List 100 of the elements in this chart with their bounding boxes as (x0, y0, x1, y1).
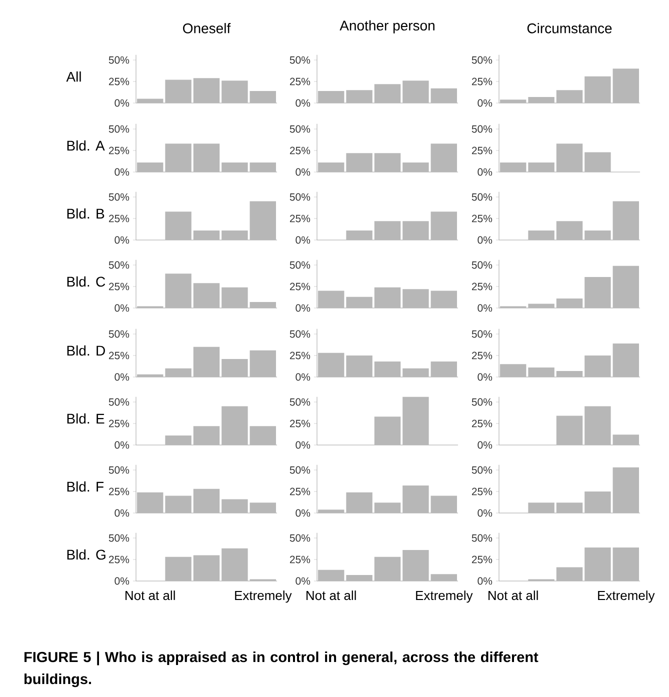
bar (318, 570, 344, 582)
y-tick-label: 25% (472, 556, 492, 564)
bar (584, 76, 611, 104)
y-axis-title: All (66, 71, 81, 82)
y-tick-label: 0% (114, 373, 130, 381)
y-tick-label: 50% (108, 534, 130, 542)
y-tick-label: 0% (114, 509, 130, 517)
bar (250, 426, 276, 446)
y-tick-label: 50% (472, 56, 492, 64)
bar (528, 368, 554, 378)
y-tick-label: 25% (108, 214, 130, 222)
bar (193, 230, 220, 240)
bar (584, 230, 611, 240)
y-tick-label: 0% (478, 577, 492, 585)
x-tick-label: Extremely (416, 590, 473, 603)
bar (374, 84, 401, 104)
bar (402, 485, 429, 514)
y-tick-label: 25% (108, 78, 130, 86)
bar (500, 100, 526, 104)
y-tick-label: 0% (296, 509, 310, 517)
y-tick-label: 50% (290, 56, 310, 64)
y-tick-label: 50% (108, 398, 130, 406)
bar (250, 350, 276, 378)
y-tick-label: 50% (290, 398, 310, 406)
x-tick-label: Extremely (235, 590, 292, 603)
y-tick-label: 50% (472, 193, 492, 201)
bar (556, 144, 583, 172)
bar (193, 555, 220, 582)
y-tick-label: 50% (472, 398, 492, 406)
bar (556, 416, 583, 446)
y-axis-title: Bld. D (67, 345, 105, 356)
bar (346, 574, 372, 582)
bar (346, 356, 372, 378)
bar (165, 496, 192, 514)
x-tick-label: Not at all (306, 590, 356, 600)
y-tick-label: 0% (114, 441, 130, 449)
bar (222, 499, 248, 514)
x-tick-label: Extremely (598, 590, 655, 603)
bar (528, 96, 554, 104)
bar (136, 492, 164, 514)
bar (430, 212, 458, 240)
bar (556, 567, 583, 582)
y-tick-label: 50% (108, 56, 130, 64)
bar (612, 343, 640, 378)
y-tick-label: 50% (472, 330, 492, 338)
bar (374, 153, 401, 172)
y-tick-label: 25% (290, 420, 310, 428)
y-tick-label: 0% (296, 441, 310, 449)
y-tick-label: 25% (108, 282, 130, 290)
bar (584, 277, 611, 308)
bar (374, 362, 401, 378)
y-tick-label: 25% (290, 352, 310, 360)
y-tick-label: 25% (108, 352, 130, 360)
y-tick-label: 25% (108, 146, 130, 154)
chart-title: Oneself (183, 23, 231, 34)
y-tick-label: 0% (296, 236, 310, 244)
caption: FIGURE 5 | Who is appraised as in control in general, across the different buildings. (24, 652, 538, 688)
chart-title: Circumstance (527, 23, 612, 34)
bar (584, 547, 611, 582)
y-tick-label: 50% (108, 466, 130, 474)
bar (612, 68, 640, 104)
y-tick-label: 0% (478, 509, 492, 517)
y-tick-label: 25% (290, 488, 310, 496)
y-tick-label: 0% (478, 236, 492, 244)
bar (430, 574, 458, 582)
bar (374, 221, 401, 240)
y-axis-title: Bld. C (67, 276, 106, 287)
bar (165, 368, 192, 378)
bar (584, 152, 611, 172)
y-tick-label: 50% (108, 330, 130, 338)
y-tick-label: 50% (290, 534, 310, 542)
y-tick-label: 0% (114, 304, 130, 312)
y-tick-label: 50% (290, 261, 310, 269)
bar (318, 290, 344, 308)
y-tick-label: 25% (290, 556, 310, 564)
bar (193, 426, 220, 446)
bar (430, 362, 458, 378)
bar (193, 346, 220, 378)
y-tick-label: 50% (472, 261, 492, 269)
bar (528, 162, 554, 172)
y-tick-label: 50% (290, 466, 310, 474)
bar (250, 201, 276, 240)
bar (612, 467, 640, 514)
bar (584, 356, 611, 378)
bar (402, 221, 429, 240)
y-tick-label: 50% (108, 261, 130, 269)
bar (346, 230, 372, 240)
bar (374, 502, 401, 514)
bar (528, 230, 554, 240)
chart-title: Another person (340, 20, 434, 34)
bar (318, 352, 344, 378)
y-tick-label: 0% (296, 373, 310, 381)
bar (374, 287, 401, 308)
bar (136, 374, 164, 378)
bar (222, 230, 248, 240)
bar (430, 88, 458, 104)
bar (318, 90, 344, 104)
y-tick-label: 0% (114, 99, 130, 107)
bar (222, 548, 248, 582)
y-axis-title: Bld. E (67, 413, 104, 424)
